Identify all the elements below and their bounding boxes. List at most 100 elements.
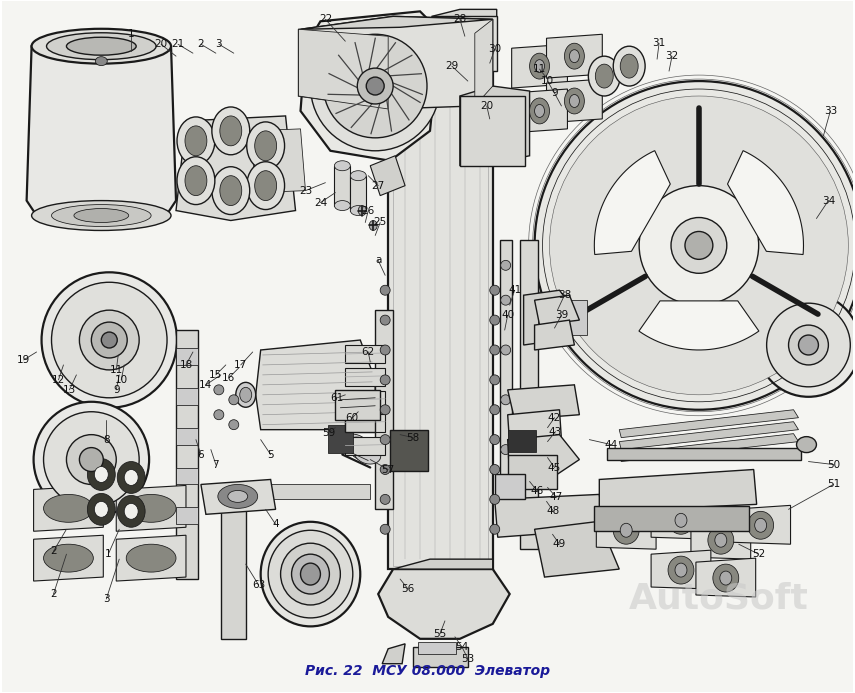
Text: 59: 59 bbox=[321, 428, 335, 438]
Polygon shape bbox=[511, 44, 568, 88]
Polygon shape bbox=[432, 10, 497, 71]
Ellipse shape bbox=[212, 167, 250, 215]
Circle shape bbox=[501, 345, 510, 355]
Bar bbox=[437, 21, 492, 66]
Polygon shape bbox=[300, 11, 440, 161]
Text: 27: 27 bbox=[372, 181, 385, 191]
Ellipse shape bbox=[87, 493, 115, 525]
Text: 19: 19 bbox=[17, 355, 30, 365]
Bar bbox=[345, 410, 375, 432]
Bar bbox=[607, 448, 801, 459]
Text: 11: 11 bbox=[533, 64, 546, 74]
Text: 30: 30 bbox=[488, 44, 501, 54]
Polygon shape bbox=[546, 34, 602, 78]
Text: 50: 50 bbox=[827, 459, 840, 470]
Text: 20: 20 bbox=[155, 40, 168, 49]
Polygon shape bbox=[256, 340, 375, 430]
Ellipse shape bbox=[342, 434, 369, 455]
Circle shape bbox=[799, 335, 818, 355]
Text: 15: 15 bbox=[209, 370, 222, 380]
Ellipse shape bbox=[797, 437, 817, 453]
Bar bbox=[345, 391, 385, 409]
Ellipse shape bbox=[755, 518, 767, 532]
Text: 61: 61 bbox=[331, 393, 344, 403]
Circle shape bbox=[490, 375, 499, 385]
Circle shape bbox=[229, 420, 239, 430]
Bar bbox=[351, 176, 366, 211]
Circle shape bbox=[685, 231, 713, 259]
Text: 44: 44 bbox=[604, 439, 618, 450]
Circle shape bbox=[490, 315, 499, 325]
Polygon shape bbox=[652, 500, 711, 539]
Circle shape bbox=[214, 410, 224, 420]
Ellipse shape bbox=[247, 161, 285, 209]
Ellipse shape bbox=[534, 60, 545, 73]
Ellipse shape bbox=[32, 29, 171, 64]
Bar bbox=[390, 430, 428, 471]
Ellipse shape bbox=[67, 37, 136, 55]
Ellipse shape bbox=[94, 466, 109, 482]
Ellipse shape bbox=[127, 544, 176, 572]
Ellipse shape bbox=[212, 107, 250, 155]
Polygon shape bbox=[534, 320, 575, 350]
Text: 29: 29 bbox=[445, 61, 458, 71]
Polygon shape bbox=[460, 86, 529, 166]
Text: 22: 22 bbox=[319, 15, 332, 24]
Circle shape bbox=[80, 448, 103, 471]
Ellipse shape bbox=[177, 157, 215, 204]
Polygon shape bbox=[534, 295, 580, 325]
Text: AutoSoft: AutoSoft bbox=[629, 582, 809, 616]
Circle shape bbox=[44, 412, 139, 507]
Circle shape bbox=[501, 295, 510, 305]
Text: 53: 53 bbox=[461, 653, 475, 664]
Polygon shape bbox=[508, 385, 580, 420]
Circle shape bbox=[671, 218, 727, 273]
Polygon shape bbox=[534, 521, 619, 577]
Ellipse shape bbox=[94, 501, 109, 517]
Polygon shape bbox=[176, 428, 198, 445]
Circle shape bbox=[380, 315, 390, 325]
Ellipse shape bbox=[255, 170, 277, 200]
Ellipse shape bbox=[44, 494, 93, 523]
Bar bbox=[334, 166, 351, 206]
Text: 2: 2 bbox=[50, 589, 56, 599]
Text: Рис. 22  МСУ 08.000  Элеватор: Рис. 22 МСУ 08.000 Элеватор bbox=[304, 664, 550, 678]
Ellipse shape bbox=[720, 571, 732, 585]
Circle shape bbox=[490, 525, 499, 534]
Polygon shape bbox=[619, 422, 799, 450]
Text: 2: 2 bbox=[198, 40, 204, 49]
Text: 38: 38 bbox=[557, 290, 571, 300]
Circle shape bbox=[80, 310, 139, 370]
Circle shape bbox=[42, 272, 177, 407]
Text: 7: 7 bbox=[213, 459, 219, 470]
Ellipse shape bbox=[127, 494, 176, 523]
Ellipse shape bbox=[354, 443, 380, 464]
Polygon shape bbox=[176, 468, 198, 484]
Ellipse shape bbox=[236, 383, 256, 407]
Polygon shape bbox=[731, 505, 791, 544]
Polygon shape bbox=[594, 150, 670, 254]
Ellipse shape bbox=[369, 220, 377, 231]
Ellipse shape bbox=[96, 57, 107, 66]
Text: 3: 3 bbox=[215, 40, 222, 49]
Bar bbox=[495, 475, 525, 500]
Ellipse shape bbox=[564, 88, 584, 114]
Ellipse shape bbox=[227, 491, 248, 502]
Text: 14: 14 bbox=[199, 380, 213, 390]
Polygon shape bbox=[33, 535, 103, 581]
Polygon shape bbox=[251, 129, 305, 193]
Circle shape bbox=[310, 21, 440, 151]
Circle shape bbox=[534, 81, 855, 410]
Polygon shape bbox=[728, 150, 804, 254]
Ellipse shape bbox=[185, 126, 207, 156]
Bar bbox=[176, 330, 198, 579]
Circle shape bbox=[33, 402, 149, 517]
Text: 17: 17 bbox=[234, 360, 247, 370]
Bar bbox=[345, 414, 385, 432]
Circle shape bbox=[380, 375, 390, 385]
Text: 21: 21 bbox=[171, 40, 185, 49]
Polygon shape bbox=[382, 644, 405, 664]
Circle shape bbox=[380, 286, 390, 295]
Text: 9: 9 bbox=[551, 88, 557, 98]
Ellipse shape bbox=[220, 176, 242, 206]
